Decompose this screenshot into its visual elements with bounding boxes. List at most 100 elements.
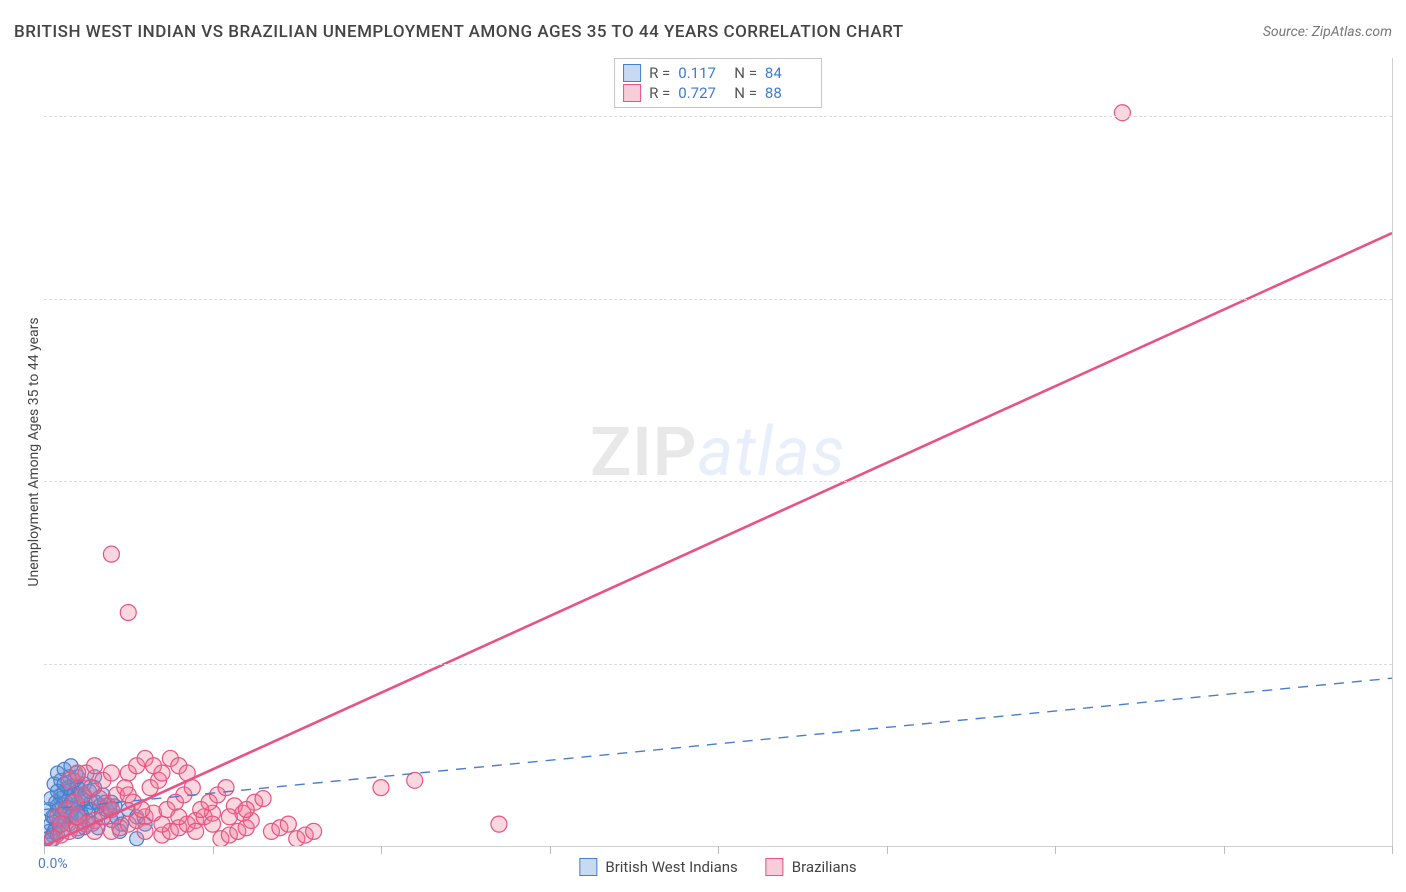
data-point (93, 799, 107, 813)
data-point (49, 795, 63, 809)
data-point (87, 823, 103, 839)
legend-n-label: N = (734, 64, 757, 82)
data-point (188, 812, 204, 828)
data-point (57, 813, 71, 827)
data-point (120, 765, 136, 781)
x-tick (887, 846, 888, 854)
data-point (146, 758, 162, 774)
legend-swatch (623, 64, 641, 82)
data-point (159, 802, 175, 818)
data-point (70, 820, 86, 836)
data-point (129, 758, 145, 774)
data-point (272, 820, 288, 836)
legend-r-label: R = (649, 64, 670, 82)
data-point (407, 772, 423, 788)
data-point (87, 812, 103, 828)
data-point (61, 772, 77, 788)
data-point (75, 787, 91, 803)
y-axis-label: Unemployment Among Ages 35 to 44 years (26, 317, 42, 586)
data-point (44, 817, 58, 831)
plot-wrap: Unemployment Among Ages 35 to 44 years Z… (44, 58, 1392, 846)
data-point (226, 798, 242, 814)
data-point (280, 816, 296, 832)
data-point (188, 823, 204, 839)
data-point (47, 824, 61, 838)
data-point (297, 827, 313, 843)
series-legend-item: British West Indians (579, 858, 737, 876)
data-point (70, 765, 86, 781)
data-point (64, 810, 78, 824)
data-point (117, 780, 133, 796)
data-point (66, 794, 82, 810)
data-point (184, 780, 200, 796)
legend-r-value: 0.117 (678, 64, 726, 82)
legend-n-value: 84 (765, 64, 813, 82)
x-tick (1392, 846, 1393, 854)
data-point (103, 546, 119, 562)
data-point (179, 765, 195, 781)
data-point (112, 820, 128, 836)
data-point (130, 832, 144, 846)
data-point (100, 798, 116, 814)
series-legend-label: Brazilians (792, 858, 857, 876)
data-point (59, 803, 73, 817)
data-point (221, 827, 237, 843)
plot-area: ZIPatlas R =0.117N =84R =0.727N =88 0.0%… (44, 58, 1393, 847)
x-tick (213, 846, 214, 854)
data-point (87, 758, 103, 774)
data-point (61, 823, 77, 839)
data-point (50, 766, 64, 780)
data-point (53, 827, 69, 843)
x-tick (718, 846, 719, 854)
gridline (44, 116, 1392, 117)
data-point (205, 805, 221, 821)
data-point (167, 794, 183, 810)
data-point (81, 813, 95, 827)
data-point (49, 809, 65, 825)
trend-line (44, 678, 1392, 809)
data-point (45, 810, 59, 824)
x-tick (550, 846, 551, 854)
data-point (205, 816, 221, 832)
data-point (154, 816, 170, 832)
data-point (162, 823, 178, 839)
y-tick-label: 50.0% (1398, 473, 1406, 489)
x-tick (1224, 846, 1225, 854)
data-point (44, 792, 58, 806)
data-point (171, 820, 187, 836)
data-point (201, 794, 217, 810)
data-point (59, 795, 73, 809)
data-point (44, 833, 58, 846)
data-point (89, 795, 103, 809)
gridline (44, 481, 1392, 482)
data-point (142, 780, 158, 796)
x-origin-label: 0.0% (38, 856, 68, 872)
data-point (58, 802, 74, 818)
data-point (54, 788, 68, 802)
legend-n-value: 88 (765, 84, 813, 102)
data-point (221, 809, 237, 825)
data-point (103, 802, 119, 818)
data-point (62, 817, 76, 831)
data-point (72, 782, 86, 796)
gridline (44, 299, 1392, 300)
data-point (171, 809, 187, 825)
data-point (78, 765, 94, 781)
data-point (84, 803, 98, 817)
data-point (247, 794, 263, 810)
data-point (125, 794, 141, 810)
data-point (64, 759, 78, 773)
data-point (218, 780, 234, 796)
correlation-legend-row: R =0.727N =88 (623, 83, 813, 103)
legend-swatch (766, 858, 784, 876)
data-point (134, 802, 150, 818)
data-point (103, 765, 119, 781)
correlation-legend-row: R = 0.117 N = 84 (623, 63, 813, 83)
data-point (235, 805, 251, 821)
data-point (104, 813, 118, 827)
data-point (82, 784, 96, 798)
data-point (154, 765, 170, 781)
data-point (71, 824, 85, 838)
chart-title: BRITISH WEST INDIAN VS BRAZILIAN UNEMPLO… (14, 22, 904, 42)
series-legend: British West Indians Brazilians (579, 858, 856, 876)
